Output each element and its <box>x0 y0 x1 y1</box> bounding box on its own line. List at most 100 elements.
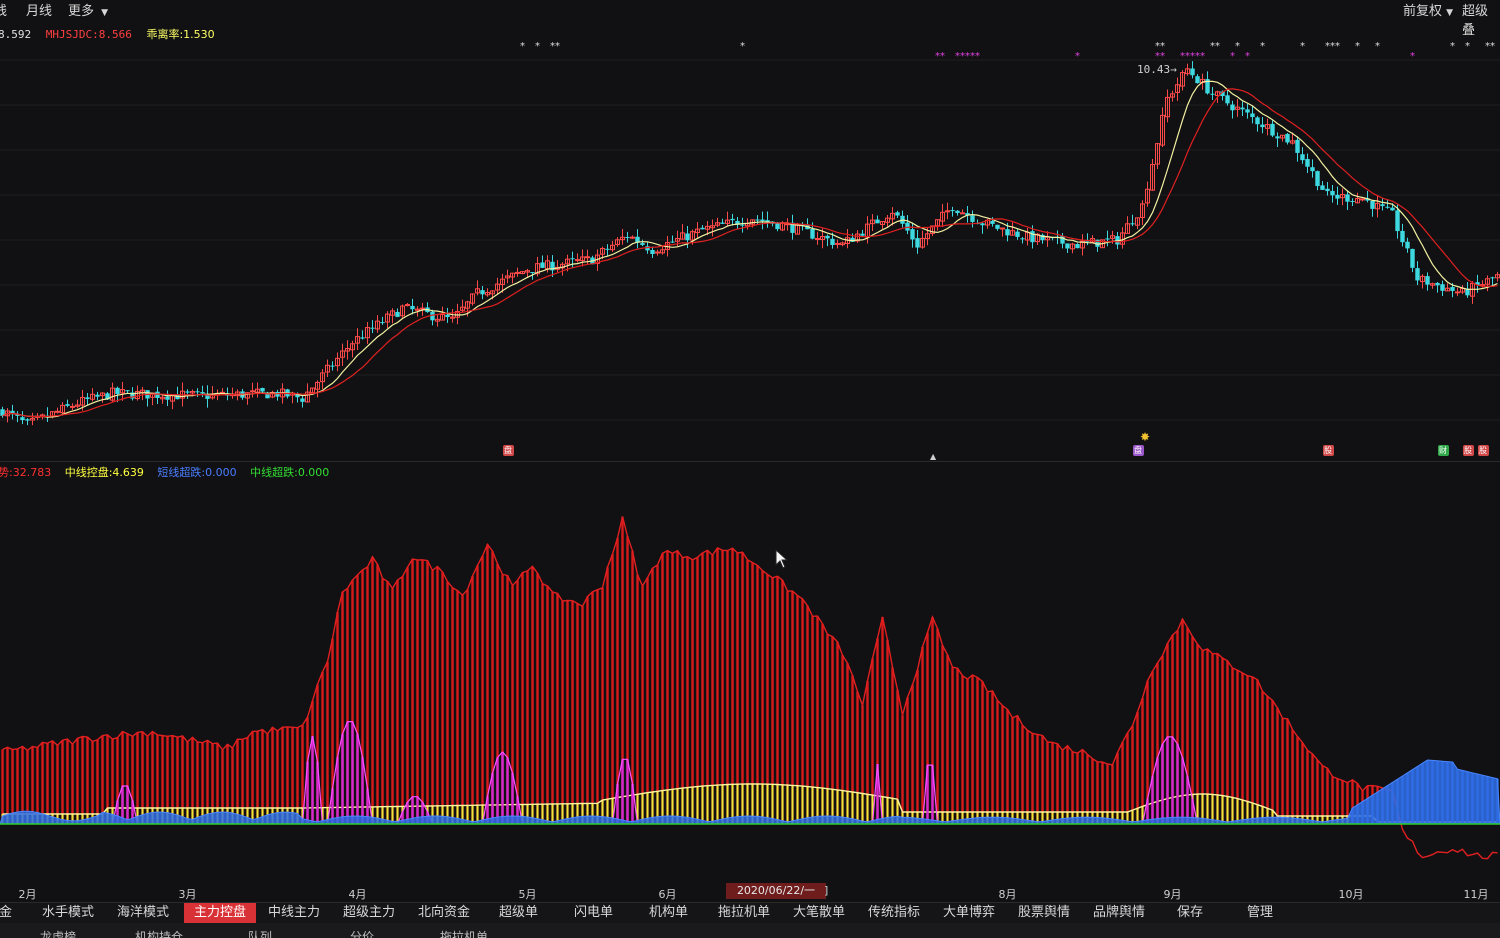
candle-body <box>500 278 505 285</box>
mhjsjdc-value: MHJSJDC:8.566 <box>45 28 132 41</box>
tab-1[interactable]: 水手模式 <box>42 905 95 920</box>
candle-body <box>915 238 920 248</box>
tab-0[interactable]: 资金 <box>0 905 13 920</box>
ma-value: 8.592 <box>0 28 32 41</box>
candle-body <box>965 213 970 216</box>
candle-body <box>1240 107 1245 110</box>
tab-10[interactable]: 拖拉机单 <box>718 905 771 920</box>
secondary-tab-1[interactable]: 机构持仓 <box>135 930 184 938</box>
more-menu[interactable]: 更多 ▼ <box>68 0 108 19</box>
signal-star-icon: * <box>1300 41 1305 52</box>
candle-body <box>1230 104 1235 111</box>
main-control-indicator-chart[interactable] <box>0 462 1500 882</box>
secondary-tab-0[interactable]: 龙虎榜 <box>40 930 77 938</box>
overlay-button[interactable]: 超级叠 <box>1462 4 1489 38</box>
candle-body <box>890 212 895 220</box>
candle-body <box>1245 109 1250 113</box>
candle-body <box>10 410 15 414</box>
candle-body <box>860 233 865 236</box>
tab-12[interactable]: 传统指标 <box>868 905 921 920</box>
tab-2[interactable]: 海洋模式 <box>117 905 170 920</box>
tab-17[interactable]: 管理 <box>1247 905 1274 920</box>
candle-body <box>635 236 640 243</box>
secondary-tab-4[interactable]: 拖拉机单 <box>440 930 489 938</box>
event-badge[interactable]: 股 <box>1322 445 1334 456</box>
candle-body <box>85 397 90 399</box>
tab-5[interactable]: 超级主力 <box>343 905 396 920</box>
event-badge[interactable]: 盘 <box>1132 445 1144 456</box>
candle-body <box>370 327 375 329</box>
tab-3[interactable]: 主力控盘 <box>184 903 257 923</box>
candle-body <box>885 217 890 223</box>
tab-8[interactable]: 闪电单 <box>574 905 614 920</box>
candle-body <box>20 417 25 421</box>
candlestick-chart[interactable]: * * * * * * * * * * * * * * * * * * * * ** * * * * * * * * * * * * * * * * * <box>0 20 1500 460</box>
candle-body <box>825 235 830 239</box>
event-badge[interactable]: 股 <box>1477 445 1489 456</box>
signal-star-icon: * <box>935 51 940 62</box>
candle-body <box>185 391 190 393</box>
signal-star-icon: * <box>550 41 555 52</box>
tab-4[interactable]: 中线主力 <box>268 905 321 920</box>
candle-body <box>1010 230 1015 236</box>
candle-body <box>1060 236 1065 244</box>
short-control-line <box>611 758 639 825</box>
tab-13[interactable]: 大单博弈 <box>943 905 996 920</box>
signal-star-icon: * <box>1210 41 1215 52</box>
candle-body <box>1335 194 1340 199</box>
secondary-tab-2[interactable]: 队列 <box>248 930 273 938</box>
tab-7[interactable]: 超级单 <box>499 905 539 920</box>
candle-body <box>1315 171 1320 187</box>
adjust-dropdown[interactable]: 前复权 ▼ <box>1403 0 1453 19</box>
candle-body <box>820 236 825 241</box>
candle-body <box>815 237 820 240</box>
candle-body <box>540 262 545 268</box>
candle-body <box>1225 95 1230 104</box>
candle-body <box>715 222 720 226</box>
tab-14[interactable]: 股票舆情 <box>1018 905 1071 920</box>
candle-body <box>760 219 765 222</box>
month-label: 3月 <box>178 888 197 901</box>
candle-body <box>1250 113 1255 118</box>
candle-body <box>1075 244 1080 249</box>
tab-16[interactable]: 保存 <box>1177 905 1204 920</box>
candle-body <box>1400 230 1405 243</box>
candle-body <box>700 227 705 230</box>
event-badge[interactable]: 股 <box>1462 445 1474 456</box>
tab-15[interactable]: 品牌舆情 <box>1093 905 1146 920</box>
candle-body <box>1340 193 1345 199</box>
candle-body <box>1270 123 1275 136</box>
candle-body <box>15 414 20 416</box>
signal-star-icon: * <box>1215 41 1220 52</box>
candle-body <box>1430 283 1435 286</box>
candle-body <box>530 271 535 273</box>
tab-11[interactable]: 大笔散单 <box>793 905 846 920</box>
candle-body <box>70 405 75 408</box>
tab-day-line[interactable]: 线 <box>0 4 8 19</box>
signal-star-icon: * <box>1325 41 1330 52</box>
candle-body <box>160 396 165 400</box>
candle-body <box>0 409 5 416</box>
candle-body <box>1155 143 1160 165</box>
tab-month-line[interactable]: 月线 <box>26 4 53 19</box>
tab-6[interactable]: 北向资金 <box>418 905 471 920</box>
event-badge[interactable]: 财 <box>1437 445 1449 456</box>
candle-body <box>415 308 420 311</box>
oversold-area <box>0 759 1500 825</box>
secondary-tab-3[interactable]: 分价 <box>350 930 375 938</box>
candle-body <box>335 357 340 367</box>
month-label: 8月 <box>998 888 1017 901</box>
candle-body <box>855 233 860 242</box>
candle-body <box>1195 76 1200 84</box>
candle-body <box>1360 198 1365 201</box>
event-badge[interactable]: 盘 <box>502 445 514 456</box>
candle-body <box>485 291 490 296</box>
candle-body <box>875 219 880 224</box>
candle-body <box>80 396 85 406</box>
tab-9[interactable]: 机构单 <box>649 905 689 920</box>
signal-star-icon: * <box>960 51 965 62</box>
mid-control-value: 中线控盘:4.639 <box>64 466 144 479</box>
high-price-value: 10.43 <box>1137 63 1171 76</box>
candle-body <box>155 391 160 399</box>
candle-body <box>300 398 305 402</box>
